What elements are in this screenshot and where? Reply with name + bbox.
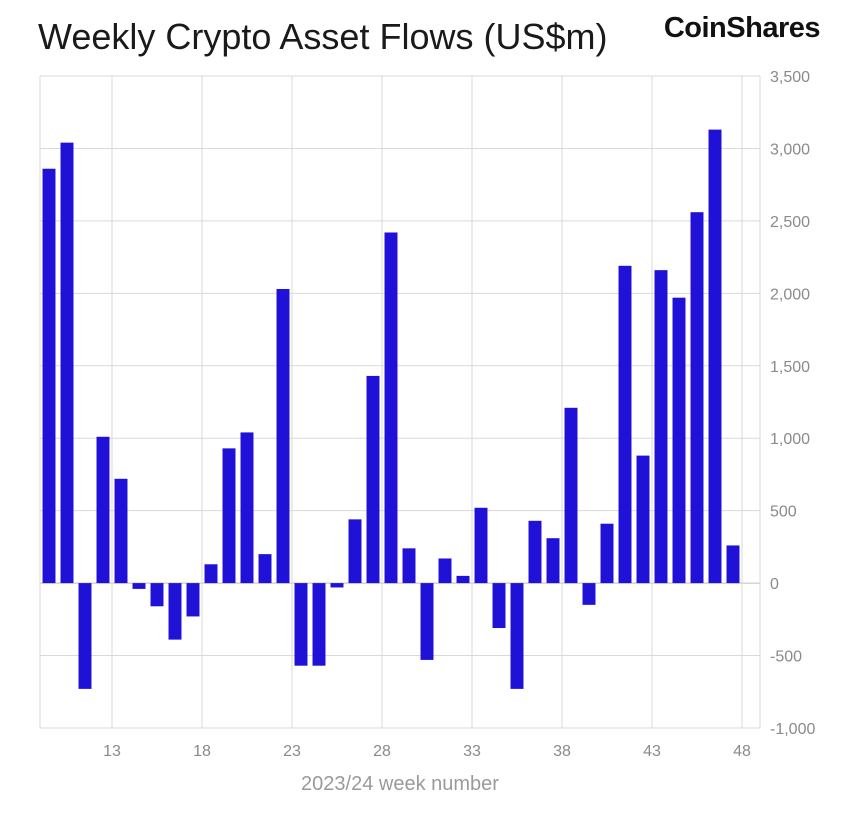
bar-week-21 (240, 432, 254, 584)
bar-week-24 (294, 583, 308, 666)
bar-week-29 (384, 232, 398, 584)
grid-lines (39, 75, 761, 729)
x-axis-label: 2023/24 week number (301, 773, 499, 795)
bar-week-26 (330, 583, 344, 588)
bar-week-33 (456, 575, 470, 584)
bars (42, 129, 740, 689)
bar-week-18 (186, 583, 200, 617)
y-tick-label: 0 (770, 576, 779, 593)
y-tick-label: 1,000 (770, 431, 810, 448)
x-tick-label: 13 (103, 743, 121, 760)
bar-week-36 (510, 583, 524, 689)
x-tick-label: 38 (553, 743, 571, 760)
y-tick-label: 3,500 (770, 69, 810, 86)
bar-week-13 (96, 436, 110, 584)
bar-week-23 (276, 288, 290, 584)
bar-week-43 (636, 455, 650, 584)
bar-week-30 (402, 548, 416, 584)
bar-week-39 (564, 407, 578, 584)
bar-week-32 (438, 558, 452, 584)
bar-week-47 (708, 129, 722, 584)
bar-week-27 (348, 519, 362, 584)
y-tick-label: -500 (770, 649, 802, 666)
bar-week-16 (150, 583, 164, 607)
y-tick-label: 3,000 (770, 141, 810, 158)
x-tick-label: 28 (373, 743, 391, 760)
y-axis: -1,000 -500 0 500 1,000 1,500 2,000 2,500 3,000 3… (770, 69, 815, 738)
y-tick-label: -1,000 (770, 721, 815, 738)
x-tick-label: 18 (193, 743, 211, 760)
bar-week-17 (168, 583, 182, 640)
bar-week-25 (312, 583, 326, 666)
bar-week-42 (618, 265, 632, 584)
bar-week-11 (60, 142, 74, 584)
bar-week-37 (528, 520, 542, 584)
bar-week-38 (546, 538, 560, 584)
bar-week-41 (600, 523, 614, 584)
coinshares-logo: CoinShares (663, 12, 821, 44)
bar-week-46 (690, 212, 704, 584)
bar-week-12 (78, 583, 92, 689)
bar-week-45 (672, 297, 686, 584)
bar-week-31 (420, 583, 434, 660)
y-tick-label: 2,500 (770, 214, 810, 231)
bar-week-10 (42, 168, 56, 584)
bar-week-19 (204, 564, 218, 584)
y-tick-label: 500 (770, 504, 797, 521)
x-tick-label: 33 (463, 743, 481, 760)
x-axis: 13 18 23 28 33 38 43 48 (103, 743, 751, 760)
bar-week-15 (132, 583, 146, 589)
bar-week-44 (654, 270, 668, 584)
bar-week-40 (582, 583, 596, 605)
bar-week-20 (222, 448, 236, 584)
y-tick-label: 2,000 (770, 286, 810, 303)
x-tick-label: 48 (733, 743, 751, 760)
bar-week-22 (258, 554, 272, 584)
bar-week-48 (726, 545, 740, 584)
chart-title: Weekly Crypto Asset Flows (US$m) (38, 16, 608, 57)
bar-week-34 (474, 507, 488, 584)
bar-week-28 (366, 375, 380, 584)
bar-week-35 (492, 583, 506, 629)
y-tick-label: 1,500 (770, 359, 810, 376)
x-tick-label: 43 (643, 743, 661, 760)
x-tick-label: 23 (283, 743, 301, 760)
bar-week-14 (114, 478, 128, 584)
